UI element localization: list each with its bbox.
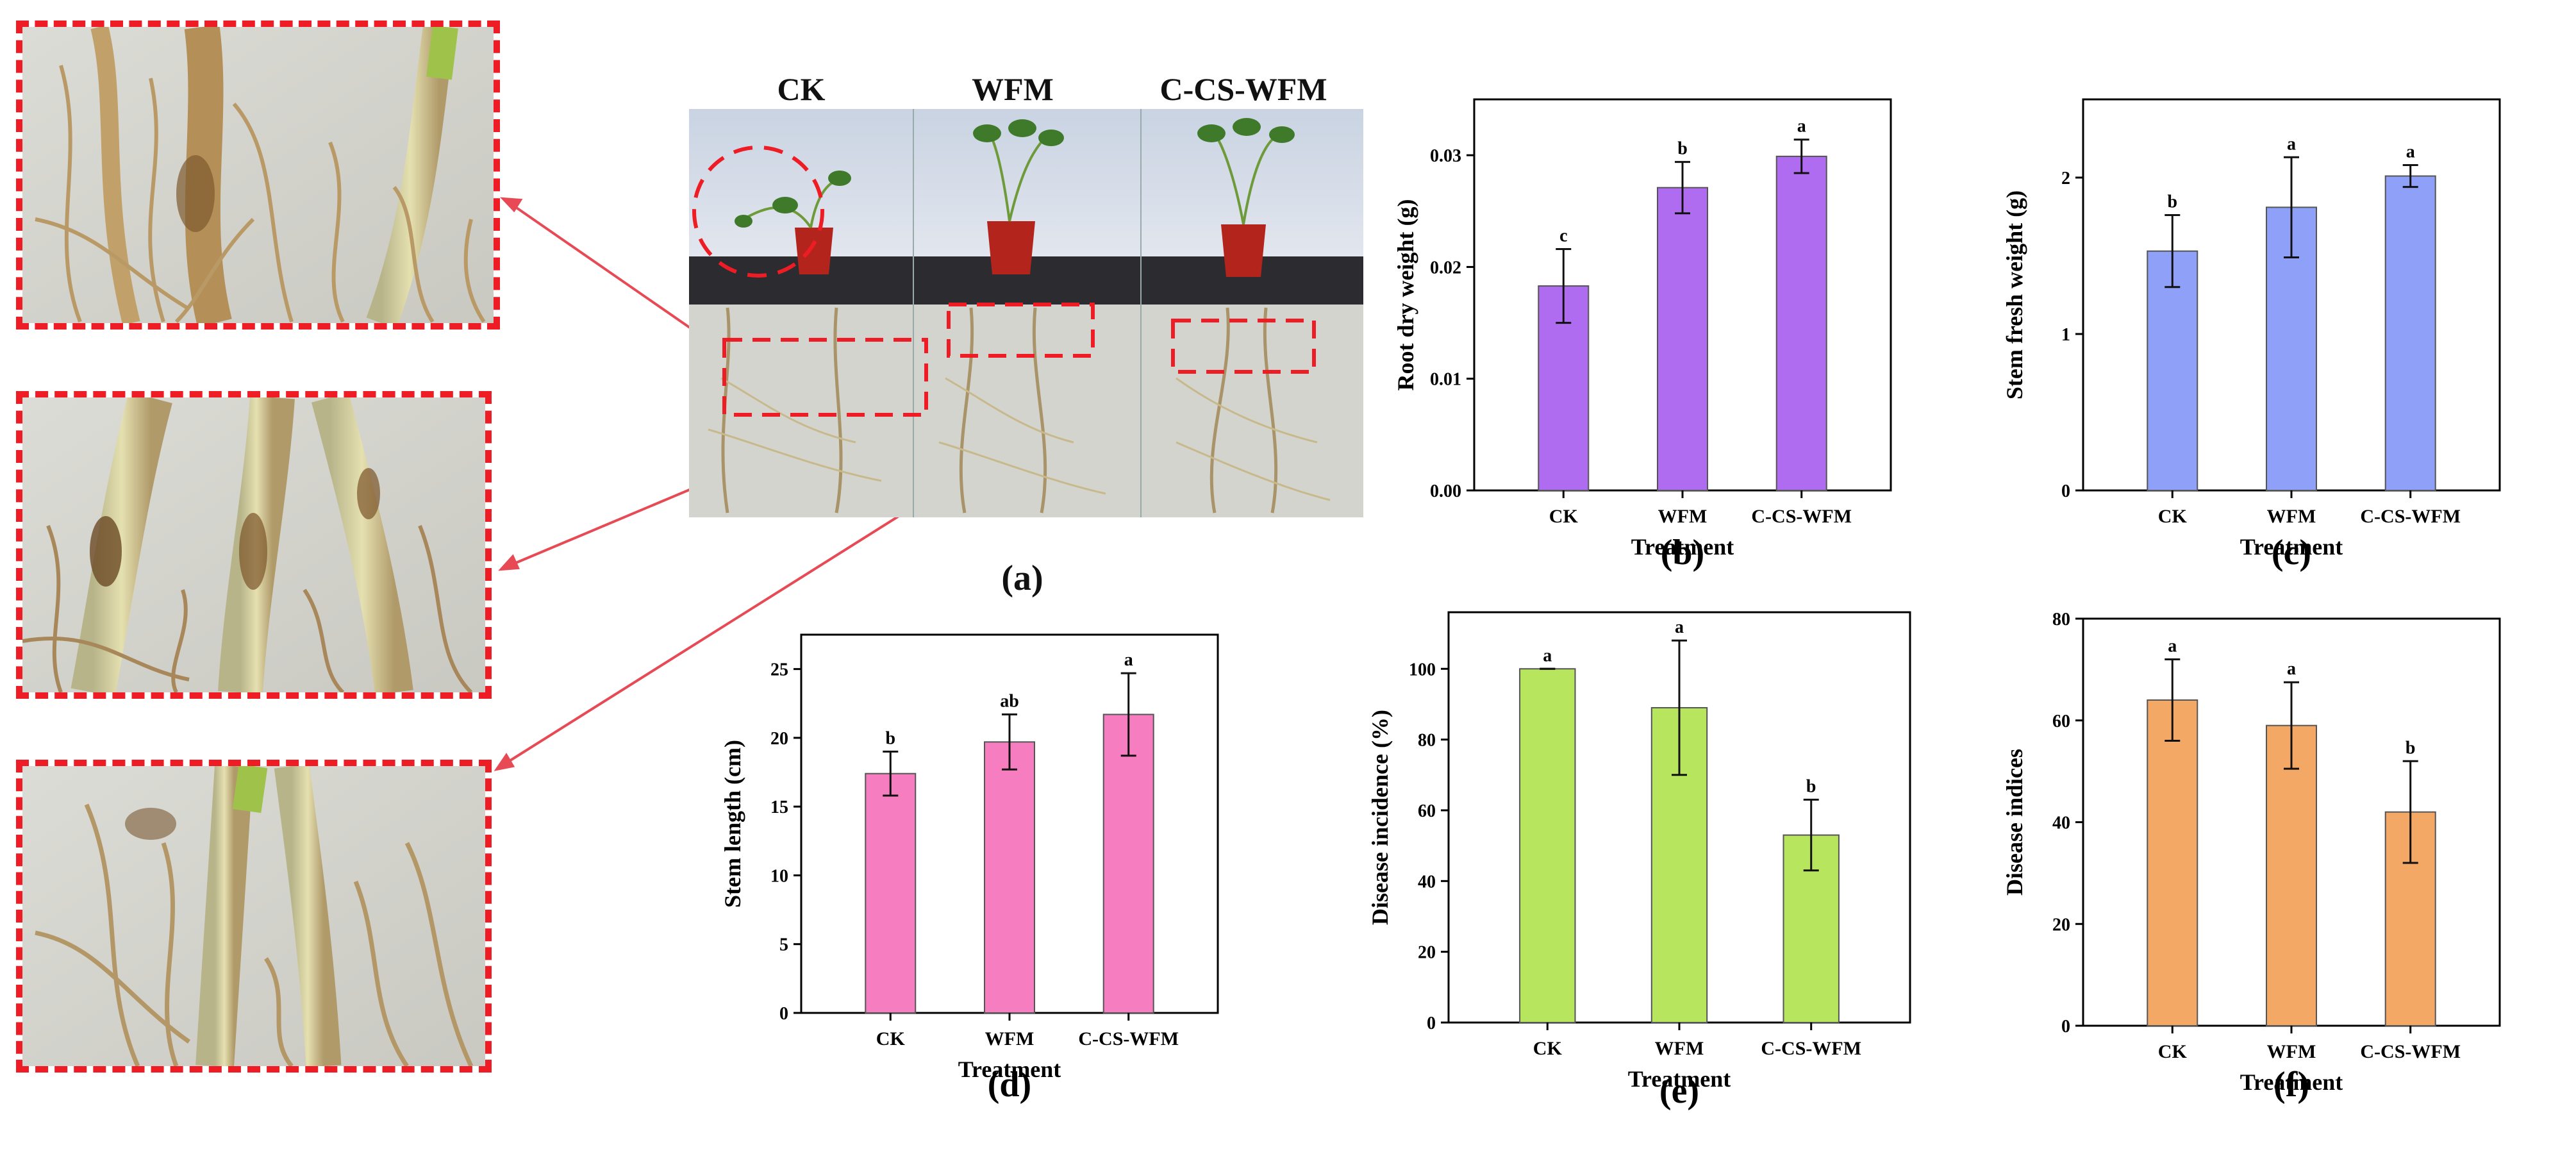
x-tick-label: WFM bbox=[2267, 506, 2316, 527]
significance-letter: a bbox=[1797, 117, 1806, 137]
x-tick-label: WFM bbox=[2267, 1041, 2316, 1062]
bar-wfm bbox=[2266, 724, 2317, 1026]
x-tick-label: C-CS-WFM bbox=[1078, 1028, 1179, 1049]
bar-ck bbox=[865, 773, 917, 1014]
panel-label-a: (a) bbox=[1001, 558, 1043, 598]
x-tick-label: WFM bbox=[1658, 506, 1708, 527]
x-tick-label: CK bbox=[1533, 1038, 1563, 1059]
y-tick-label: 80 bbox=[2052, 610, 2070, 630]
significance-letter: a bbox=[2287, 134, 2296, 154]
significance-letter: a bbox=[2168, 637, 2177, 656]
x-tick-label: C-CS-WFM bbox=[1751, 506, 1852, 527]
y-tick-label: 60 bbox=[2052, 712, 2070, 731]
y-axis-label: Root dry weight (g) bbox=[1393, 199, 1418, 391]
chart-disease-indices: 0 20 40 60 80 a CK a WFM b C-CS-WFM Treatment Diseas… bbox=[2002, 610, 2501, 1105]
y-tick-label: 80 bbox=[1418, 731, 1436, 751]
x-tick-label: CK bbox=[876, 1028, 906, 1049]
panel-label: (c) bbox=[2272, 533, 2311, 572]
y-tick-label: 0.03 bbox=[1430, 146, 1461, 166]
bar-c-cs-wfm bbox=[1102, 714, 1154, 1014]
y-tick-label: 0.00 bbox=[1430, 481, 1461, 501]
x-axis-label: Treatment bbox=[958, 1057, 1061, 1082]
y-tick-label: 0 bbox=[2061, 481, 2070, 501]
chart-root-dry-weight: 0.00 0.01 0.02 0.03 c CK b WFM a C-CS-WFM Treatmen… bbox=[1393, 98, 1892, 572]
y-tick-label: 40 bbox=[2052, 814, 2070, 833]
y-tick-label: 1 bbox=[2061, 325, 2070, 345]
significance-letter: b bbox=[2406, 738, 2416, 758]
y-tick-label: 20 bbox=[770, 729, 788, 749]
y-axis-label: Stem fresh weight (g) bbox=[2002, 190, 2027, 399]
photo-header-ck: CK bbox=[777, 71, 826, 107]
arrow-to-closeup-ck bbox=[511, 204, 718, 347]
y-tick-label: 0 bbox=[779, 1004, 788, 1024]
chart-stem-length: 0 5 10 15 20 25 b CK ab WFM a C-CS-WFM Treatment Stem… bbox=[720, 633, 1219, 1105]
significance-letter: b bbox=[2167, 192, 2177, 212]
x-tick-label: C-CS-WFM bbox=[1761, 1038, 1861, 1059]
treatment-photo bbox=[689, 109, 1363, 517]
closeup-ck-image bbox=[22, 27, 494, 323]
significance-letter: a bbox=[1124, 650, 1133, 670]
y-tick-label: 2 bbox=[2061, 169, 2070, 188]
y-tick-label: 20 bbox=[2052, 915, 2070, 935]
chart-disease-incidence: 0 20 40 60 80 100 a CK a WFM b C-CS-WFM Treatment Dis… bbox=[1367, 611, 1911, 1111]
y-tick-label: 0 bbox=[2061, 1017, 2070, 1037]
closeup-wfm-image bbox=[22, 397, 485, 692]
y-tick-label: 10 bbox=[770, 866, 788, 886]
wilt-highlight-circle bbox=[692, 146, 824, 278]
bar-ck bbox=[2147, 699, 2198, 1026]
x-tick-label: WFM bbox=[985, 1028, 1035, 1049]
photo-header-wfm: WFM bbox=[972, 71, 1054, 107]
closeup-c-cs-wfm-image bbox=[22, 766, 485, 1066]
x-tick-label: C-CS-WFM bbox=[2360, 1041, 2461, 1062]
significance-letter: b bbox=[885, 728, 895, 748]
x-axis-label: Treatment bbox=[2240, 1069, 2343, 1095]
bar-c-cs-wfm bbox=[1775, 155, 1827, 491]
y-axis-label: Disease indices bbox=[2002, 749, 2027, 896]
y-tick-label: 5 bbox=[779, 935, 788, 955]
closeup-wfm bbox=[16, 391, 492, 699]
x-axis-label: Treatment bbox=[1631, 534, 1734, 560]
bar-wfm bbox=[1657, 187, 1708, 492]
y-tick-label: 0 bbox=[1427, 1014, 1436, 1033]
x-axis-label: Treatment bbox=[1628, 1066, 1731, 1092]
closeup-c-cs-wfm bbox=[16, 760, 492, 1073]
y-tick-label: 0.02 bbox=[1430, 258, 1461, 278]
significance-letter: ab bbox=[1000, 691, 1019, 711]
significance-letter: a bbox=[1675, 617, 1684, 637]
x-tick-label: CK bbox=[2158, 506, 2188, 527]
x-tick-label: CK bbox=[1549, 506, 1579, 527]
significance-letter: a bbox=[1543, 646, 1552, 665]
y-tick-label: 20 bbox=[1418, 943, 1436, 963]
bar-ck bbox=[1519, 668, 1576, 1023]
panel-label: (d) bbox=[988, 1065, 1031, 1105]
panel-label: (b) bbox=[1661, 533, 1704, 572]
significance-letter: a bbox=[2406, 142, 2415, 162]
x-tick-label: CK bbox=[2158, 1041, 2188, 1062]
closeup-ck bbox=[16, 21, 500, 330]
panel-label: (e) bbox=[1659, 1071, 1699, 1111]
y-tick-label: 60 bbox=[1418, 801, 1436, 821]
y-axis-label: Stem length (cm) bbox=[720, 740, 745, 908]
bar-wfm bbox=[984, 741, 1035, 1014]
significance-letter: a bbox=[2287, 659, 2296, 679]
x-tick-label: WFM bbox=[1655, 1038, 1704, 1059]
y-tick-label: 40 bbox=[1418, 872, 1436, 892]
y-axis-label: Disease incidence (%) bbox=[1367, 710, 1393, 925]
y-tick-label: 100 bbox=[1409, 660, 1436, 680]
y-tick-label: 0.01 bbox=[1430, 370, 1461, 390]
y-tick-label: 25 bbox=[770, 660, 788, 680]
x-axis-label: Treatment bbox=[2240, 534, 2343, 560]
bar-c-cs-wfm bbox=[2384, 175, 2436, 491]
chart-stem-fresh-weight: 0 1 2 b CK a WFM a C-CS-WFM Treatment Stem fresh w… bbox=[2002, 98, 2501, 572]
significance-letter: b bbox=[1677, 139, 1688, 159]
photo-header-c-cs-wfm: C-CS-WFM bbox=[1159, 71, 1327, 107]
y-tick-label: 15 bbox=[770, 798, 788, 817]
significance-letter: b bbox=[1806, 776, 1816, 796]
significance-letter: c bbox=[1559, 226, 1567, 246]
x-tick-label: C-CS-WFM bbox=[2360, 506, 2461, 527]
panel-label: (f) bbox=[2273, 1065, 2309, 1105]
